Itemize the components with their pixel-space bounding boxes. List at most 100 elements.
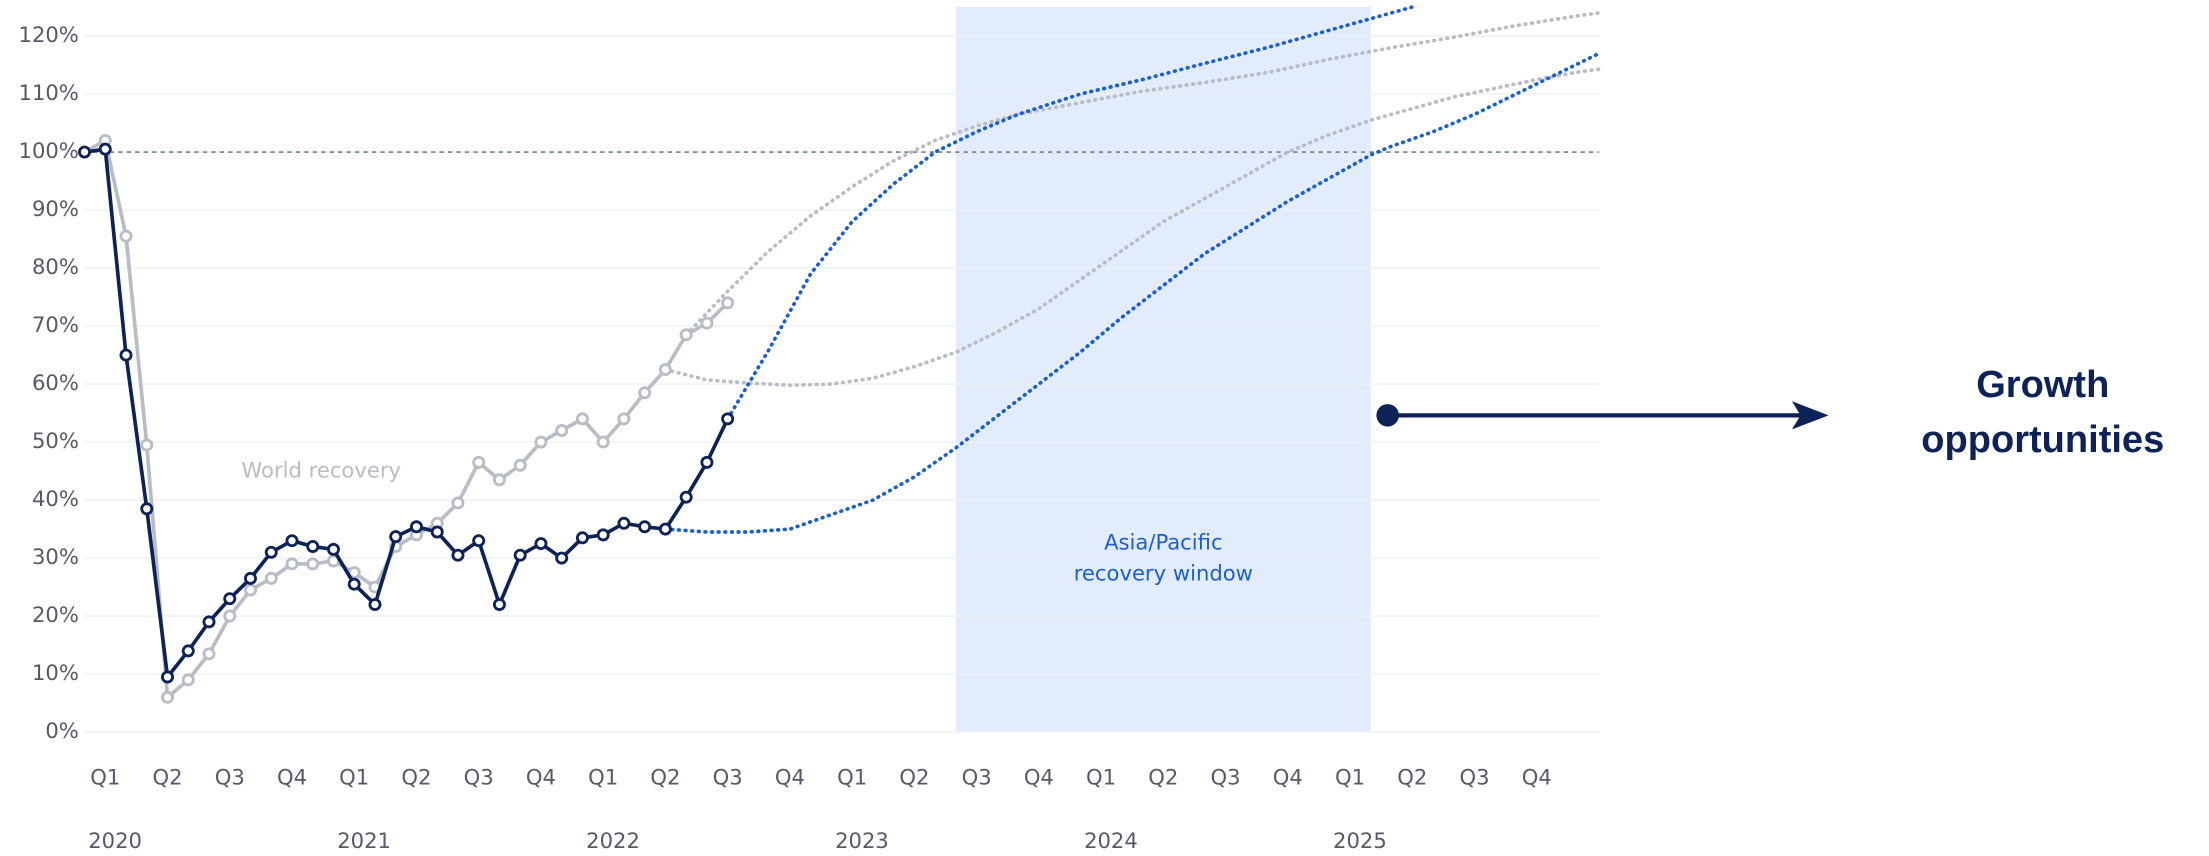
year-label: 2023 bbox=[835, 828, 889, 853]
point bbox=[244, 583, 257, 597]
projection-line bbox=[663, 51, 1601, 534]
point bbox=[430, 525, 444, 539]
point bbox=[658, 363, 672, 377]
series-line bbox=[83, 138, 729, 700]
callout-line: Growth bbox=[1976, 364, 2109, 406]
point bbox=[679, 328, 693, 342]
point bbox=[596, 435, 610, 449]
projection-line bbox=[725, 5, 1415, 421]
point bbox=[492, 473, 506, 487]
point bbox=[119, 348, 133, 362]
x-tick-label: Q3 bbox=[215, 765, 245, 790]
point bbox=[472, 455, 486, 469]
point bbox=[347, 577, 361, 591]
x-tick-label: Q1 bbox=[339, 765, 369, 790]
x-tick-label: Q3 bbox=[713, 765, 743, 790]
point bbox=[409, 520, 423, 534]
x-tick-label: Q2 bbox=[1397, 765, 1427, 790]
point bbox=[555, 551, 569, 565]
recovery-window bbox=[955, 7, 1371, 733]
point bbox=[306, 557, 320, 571]
x-tick-label: Q2 bbox=[401, 765, 431, 790]
point bbox=[264, 545, 278, 559]
y-tick-label: 100% bbox=[19, 138, 79, 163]
y-tick-label: 60% bbox=[32, 370, 79, 395]
point bbox=[244, 571, 257, 585]
y-tick-label: 40% bbox=[32, 486, 79, 511]
point bbox=[596, 528, 610, 542]
point bbox=[264, 571, 278, 585]
year-label: 2021 bbox=[337, 828, 391, 853]
point bbox=[202, 615, 216, 629]
point bbox=[78, 145, 92, 159]
year-label: 2025 bbox=[1333, 828, 1387, 853]
point bbox=[119, 229, 133, 243]
y-tick-label: 120% bbox=[19, 22, 79, 47]
y-tick-label: 90% bbox=[32, 196, 79, 221]
window-layer bbox=[955, 7, 1371, 733]
y-tick-label: 50% bbox=[32, 428, 79, 453]
x-tick-label: Q3 bbox=[962, 765, 992, 790]
callout-arrow bbox=[1376, 401, 1829, 430]
point bbox=[181, 673, 195, 687]
point bbox=[451, 496, 465, 510]
point bbox=[451, 548, 465, 562]
projection-line bbox=[684, 11, 1601, 337]
point bbox=[181, 644, 195, 658]
x-tick-label: Q1 bbox=[1335, 765, 1365, 790]
point bbox=[700, 455, 714, 469]
point bbox=[140, 438, 154, 452]
point bbox=[202, 647, 216, 661]
point bbox=[513, 548, 527, 562]
y-tick-label: 80% bbox=[32, 254, 79, 279]
point bbox=[638, 386, 652, 400]
x-tick-label: Q4 bbox=[526, 765, 556, 790]
x-tick-label: Q2 bbox=[152, 765, 182, 790]
year-label: 2024 bbox=[1084, 828, 1138, 853]
x-tick-label: Q1 bbox=[588, 765, 618, 790]
point bbox=[679, 490, 693, 504]
point bbox=[555, 424, 569, 437]
x-tick-label: Q2 bbox=[1148, 765, 1178, 790]
point bbox=[617, 516, 631, 530]
y-tick-label: 70% bbox=[32, 312, 79, 337]
projection-line bbox=[663, 67, 1601, 388]
x-tick-label: Q3 bbox=[464, 765, 494, 790]
x-tick-label: Q3 bbox=[1211, 765, 1241, 790]
year-label: 2020 bbox=[88, 828, 142, 853]
point bbox=[389, 530, 403, 544]
y-tick-label: 10% bbox=[32, 660, 79, 685]
callout-line: opportunities bbox=[1921, 419, 2164, 461]
lines-layer bbox=[78, 5, 1601, 704]
point bbox=[223, 592, 237, 606]
x-tick-label: Q1 bbox=[1086, 765, 1116, 790]
arrow-head bbox=[1791, 401, 1829, 430]
point bbox=[721, 412, 735, 426]
point bbox=[534, 537, 548, 551]
y-tick-label: 20% bbox=[32, 602, 79, 627]
y-tick-label: 30% bbox=[32, 544, 79, 569]
x-tick-label: Q4 bbox=[775, 765, 805, 790]
point bbox=[575, 531, 589, 545]
point bbox=[161, 690, 174, 704]
x-tick-label: Q4 bbox=[1024, 765, 1054, 790]
point bbox=[98, 142, 112, 156]
point bbox=[658, 522, 672, 536]
point bbox=[513, 458, 527, 472]
x-tick-label: Q1 bbox=[90, 765, 120, 790]
point bbox=[617, 412, 631, 426]
window-label: Asia/Pacific bbox=[1104, 529, 1222, 554]
x-tick-label: Q2 bbox=[650, 765, 680, 790]
point bbox=[140, 502, 154, 516]
grid-layer bbox=[84, 35, 1599, 733]
text-layer: Asia/Pacific recovery window 0% 10% 20% 30% 40… bbox=[19, 22, 1552, 853]
arrow-dot bbox=[1376, 404, 1399, 427]
x-tick-label: Q2 bbox=[899, 765, 929, 790]
x-tick-label: Q1 bbox=[837, 765, 867, 790]
point bbox=[306, 540, 320, 553]
year-label: 2022 bbox=[586, 828, 640, 853]
point bbox=[285, 534, 299, 548]
point bbox=[368, 598, 382, 611]
point bbox=[223, 609, 237, 623]
